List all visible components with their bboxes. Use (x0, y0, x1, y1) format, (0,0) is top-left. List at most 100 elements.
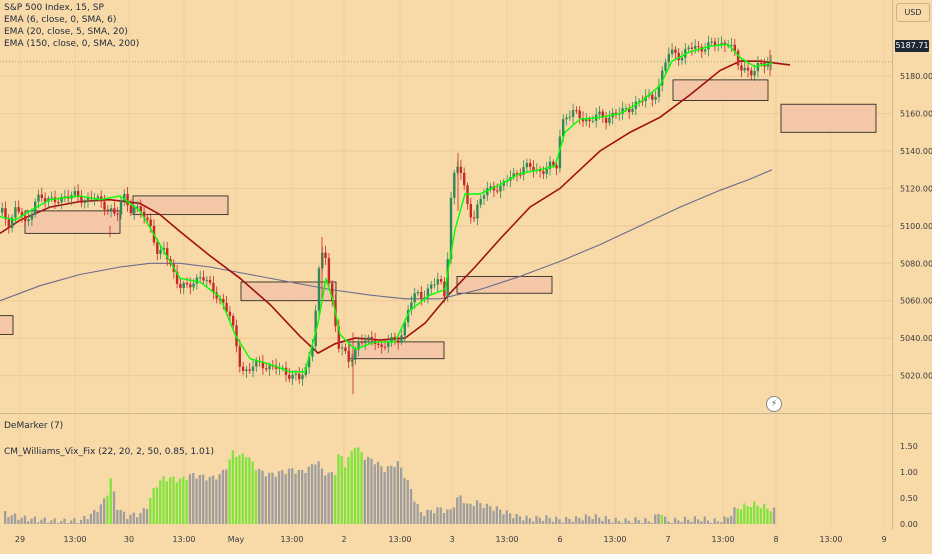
indicator-ema-150[interactable]: EMA (150, close, 0, SMA, 200) (4, 39, 140, 49)
candle-body (139, 206, 142, 212)
indicator-bar (106, 495, 109, 524)
candle-body (397, 340, 400, 343)
candle-body (459, 166, 463, 173)
candle-body (697, 46, 700, 48)
candle-body (433, 284, 436, 286)
indicator-bar (664, 516, 667, 524)
indicator-bar (264, 476, 267, 524)
indicator-bar (109, 478, 112, 524)
candle-body (736, 50, 740, 66)
indicator-bar (132, 512, 135, 524)
candle-body (199, 277, 202, 279)
indicator-bar (360, 452, 363, 524)
indicator-ema-6[interactable]: EMA (6, close, 0, SMA, 6) (4, 15, 117, 25)
indicator-bar (604, 516, 607, 524)
indicator-bar (749, 507, 753, 524)
vix-fix-label[interactable]: CM_Williams_Vix_Fix (22, 20, 2, 50, 0.85… (4, 447, 215, 457)
demarker-label[interactable]: DeMarker (7) (4, 421, 64, 431)
indicator-bar (654, 514, 657, 524)
candle-body (76, 190, 80, 197)
indicator-bar (192, 472, 195, 524)
candle-body (80, 196, 83, 203)
indicator-bar (505, 510, 508, 524)
candle-body (644, 96, 647, 102)
indicator-bar (380, 466, 383, 524)
indicator-bar (545, 515, 548, 524)
indicator-bar (485, 503, 489, 524)
lightning-icon[interactable]: ⚡ (766, 396, 782, 412)
candle-body (156, 242, 159, 254)
candle-body (50, 197, 53, 199)
indicator-bar (23, 515, 27, 524)
indicator-bar (499, 509, 502, 524)
indicator-bar (571, 521, 574, 524)
indicator-bar (159, 480, 162, 524)
indicator-bar (482, 507, 485, 524)
candle-body (298, 373, 301, 380)
indicator-bar (37, 522, 40, 524)
indicator-bar (20, 517, 23, 524)
candle-body (585, 119, 588, 122)
indicator-bar (50, 520, 53, 524)
candle-body (291, 374, 294, 379)
indicator-bar (419, 512, 423, 524)
indicator-bar (79, 519, 83, 524)
zone-box (132, 195, 229, 216)
indicator-bar (601, 520, 604, 524)
candle-body (96, 196, 100, 199)
price-tick-label: 5060.00 (900, 297, 932, 306)
candle-body (14, 207, 17, 218)
currency-button[interactable]: USD (896, 3, 930, 22)
time-tick-label: 13:00 (172, 535, 195, 544)
candle-body (324, 252, 327, 259)
candle-body (707, 42, 710, 50)
indicator-ema-20[interactable]: EMA (20, close, 5, SMA, 20) (4, 27, 128, 37)
indicator-bar (703, 516, 706, 524)
indicator-bar (221, 469, 225, 524)
indicator-bar (710, 522, 713, 524)
candle-body (598, 111, 601, 115)
candle-body (311, 346, 314, 357)
price-axis: 5020.00 5040.00 5060.00 5080.00 5100.00 5120.… (900, 72, 932, 529)
indicator-bar (284, 474, 287, 524)
candle-body (423, 297, 426, 299)
indicator-bar (697, 519, 700, 524)
candle-body (222, 299, 225, 303)
candle-body (769, 61, 773, 64)
indicator-bar (396, 461, 399, 524)
indicator-bar (60, 521, 63, 524)
indicator-bar (363, 460, 366, 524)
indicator-bar (225, 469, 228, 524)
candle-body (700, 46, 703, 52)
pane-separator[interactable] (0, 413, 932, 414)
indicator-bar (126, 518, 129, 524)
indicator-bar (406, 480, 409, 524)
indicator-bar (40, 519, 43, 524)
indicator-bar (594, 514, 597, 524)
indicator-bar (99, 504, 102, 524)
candle-body (710, 41, 713, 43)
candle-body (519, 174, 522, 176)
indicator-bar (271, 472, 274, 524)
indicator-bar (4, 510, 7, 524)
last-price-tag: 5187.71 (895, 40, 929, 52)
candle-body (578, 110, 581, 119)
symbol-title[interactable]: S&P 500 Index, 15, SP (4, 3, 104, 13)
indicator-bar (238, 455, 241, 524)
indicator-bar (235, 457, 238, 524)
indicator-bar (307, 466, 310, 524)
candle-body (416, 292, 420, 294)
candle-body (126, 193, 129, 206)
time-tick-label: 2 (341, 535, 346, 544)
indicator-bar (522, 520, 525, 524)
candle-body (347, 351, 350, 362)
indicator-bar (373, 464, 376, 524)
indicator-bar (624, 518, 627, 524)
indicator-bar (720, 522, 723, 524)
candle-body (202, 277, 205, 281)
candle-body (631, 108, 634, 113)
indicator-bar (611, 522, 614, 524)
price-tick-label: 5020.00 (900, 372, 932, 381)
